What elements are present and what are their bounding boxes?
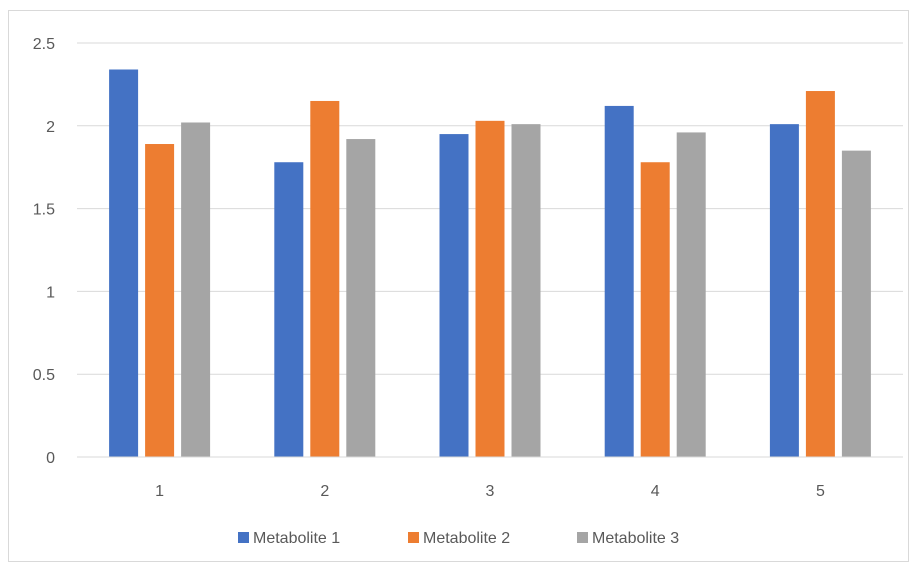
y-tick-label: 0 xyxy=(46,450,55,467)
y-tick-label: 0.5 xyxy=(33,367,55,384)
bar xyxy=(805,91,835,458)
bar xyxy=(310,100,340,458)
bar xyxy=(181,122,211,457)
bar xyxy=(841,150,871,457)
bars xyxy=(109,69,871,458)
bar xyxy=(274,162,304,457)
bar xyxy=(511,124,541,458)
legend-swatch xyxy=(408,532,419,543)
x-tick-label: 3 xyxy=(486,483,495,500)
bar xyxy=(640,162,670,457)
legend-item: Metabolite 3 xyxy=(577,530,679,547)
y-tick-label: 1 xyxy=(46,284,55,301)
legend-label: Metabolite 3 xyxy=(592,530,679,547)
legend-item: Metabolite 2 xyxy=(408,530,510,547)
bar xyxy=(145,144,175,458)
bar xyxy=(109,69,139,457)
legend-swatch xyxy=(577,532,588,543)
legend-label: Metabolite 1 xyxy=(253,530,340,547)
x-tick-label: 4 xyxy=(651,483,660,500)
bar xyxy=(604,105,634,457)
x-tick-label: 5 xyxy=(816,483,825,500)
x-tick-label: 2 xyxy=(320,483,329,500)
bar xyxy=(676,132,706,457)
legend-item: Metabolite 1 xyxy=(238,530,340,547)
x-tick-label: 1 xyxy=(155,483,164,500)
y-tick-label: 1.5 xyxy=(33,202,55,219)
bar xyxy=(346,139,376,457)
bar xyxy=(475,120,505,457)
legend: Metabolite 1 Metabolite 2 Metabolite 3 xyxy=(238,530,679,547)
legend-swatch xyxy=(238,532,249,543)
x-axis-ticks: 1 2 3 4 5 xyxy=(155,483,825,500)
bar xyxy=(439,134,469,457)
y-tick-label: 2.5 xyxy=(33,36,55,53)
y-axis-ticks: 0 0.5 1 1.5 2 2.5 xyxy=(33,36,55,467)
y-tick-label: 2 xyxy=(46,119,55,136)
bar xyxy=(769,124,799,458)
legend-label: Metabolite 2 xyxy=(423,530,510,547)
